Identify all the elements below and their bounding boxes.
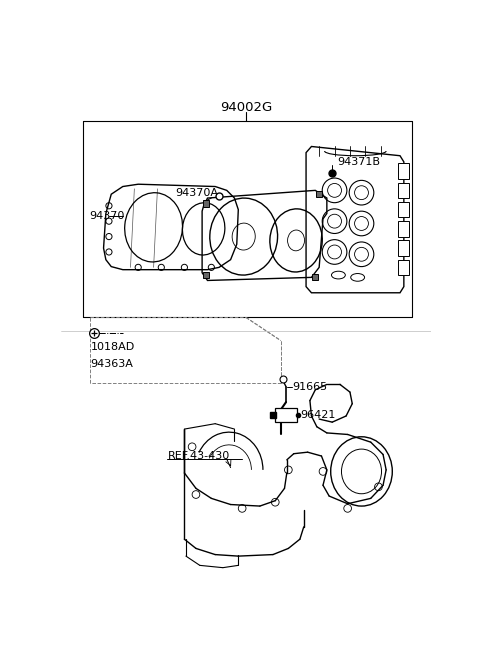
Text: 94370: 94370 — [89, 211, 124, 221]
FancyBboxPatch shape — [398, 182, 409, 198]
FancyBboxPatch shape — [398, 260, 409, 275]
FancyBboxPatch shape — [203, 200, 209, 207]
Text: 1018AD: 1018AD — [90, 342, 135, 352]
Text: 91665: 91665 — [292, 382, 327, 392]
FancyBboxPatch shape — [398, 202, 409, 217]
FancyBboxPatch shape — [398, 240, 409, 256]
FancyBboxPatch shape — [316, 191, 322, 197]
Text: 94002G: 94002G — [220, 102, 272, 115]
FancyBboxPatch shape — [398, 163, 409, 179]
Text: 94371B: 94371B — [337, 157, 380, 167]
FancyBboxPatch shape — [398, 221, 409, 237]
Text: REF.43-430: REF.43-430 — [168, 451, 230, 461]
Text: 94370A: 94370A — [175, 188, 218, 197]
FancyBboxPatch shape — [312, 274, 318, 281]
Text: 96421: 96421 — [300, 410, 335, 420]
FancyBboxPatch shape — [275, 408, 297, 422]
Text: 94363A: 94363A — [90, 359, 133, 369]
FancyBboxPatch shape — [203, 272, 209, 278]
